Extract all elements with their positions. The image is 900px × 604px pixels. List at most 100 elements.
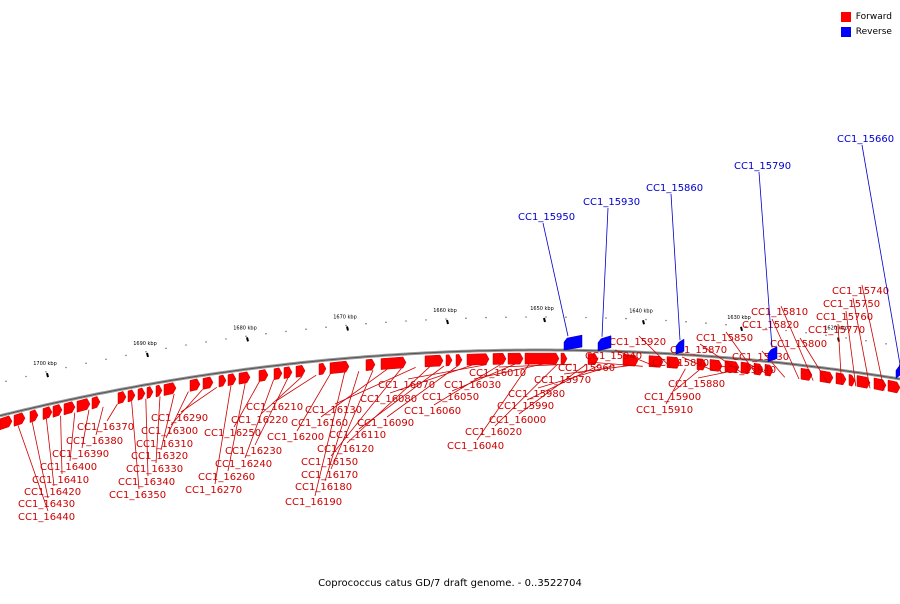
forward-gene-connector: [60, 415, 63, 475]
forward-gene-connector: [473, 363, 544, 380]
forward-gene-label: CC1_16000: [489, 415, 546, 426]
scale-tick: [146, 352, 149, 358]
forward-gene-label: CC1_16240: [215, 459, 272, 470]
forward-gene-label: CC1_15910: [636, 405, 693, 416]
forward-gene-label: CC1_15750: [823, 299, 880, 310]
legend-item-forward: Forward: [840, 9, 892, 24]
scale-dot: [65, 366, 67, 369]
forward-gene-label: CC1_16010: [469, 368, 526, 379]
reverse-gene-block: [895, 363, 900, 379]
forward-gene-connector: [451, 363, 516, 392]
forward-gene-connector: [799, 337, 828, 383]
forward-gene-block: [455, 354, 463, 366]
forward-gene-connector: [233, 381, 260, 428]
forward-gene-block: [380, 356, 407, 370]
reverse-gene-block: [563, 334, 583, 351]
forward-gene-block: [117, 391, 127, 405]
scale-label: 1620 kbp: [824, 326, 848, 332]
forward-gene-connector: [673, 369, 700, 392]
forward-gene-block: [492, 353, 507, 365]
reverse-gene-connector: [542, 222, 569, 337]
forward-gene-block: [189, 378, 201, 392]
forward-gene-label: CC1_16170: [301, 470, 358, 481]
forward-gene-label: CC1_16220: [231, 415, 288, 426]
scale-tick: [346, 326, 349, 331]
forward-swatch: [840, 11, 851, 22]
forward-gene-connector: [160, 393, 175, 451]
forward-gene-connector: [260, 376, 303, 415]
scale-dot: [765, 327, 767, 330]
forward-gene-label: CC1_15850: [696, 333, 753, 344]
forward-gene-connector: [358, 365, 445, 430]
scale-dot: [45, 371, 47, 373]
forward-gene-connector: [665, 368, 686, 405]
forward-gene-connector: [587, 361, 643, 367]
forward-gene-connector: [476, 363, 530, 441]
scale-dot: [785, 329, 787, 332]
forward-gene-block: [91, 396, 101, 410]
reverse-gene-connector: [601, 207, 609, 337]
forward-gene-connector: [314, 372, 345, 497]
forward-gene-connector: [346, 366, 431, 444]
scale-dot: [125, 354, 127, 357]
forward-gene-label: CC1_16250: [204, 428, 261, 439]
reverse-gene-label: CC1_15930: [583, 197, 640, 208]
forward-gene-block: [227, 373, 237, 387]
forward-gene-label: CC1_16090: [357, 418, 414, 429]
scale-dot: [85, 362, 87, 365]
forward-gene-block: [848, 373, 856, 387]
reverse-gene-block: [675, 338, 685, 355]
scale-label: 1660 kbp: [433, 308, 457, 314]
scale-label: 1670 kbp: [333, 314, 357, 320]
forward-gene-connector: [31, 422, 49, 499]
forward-gene-block: [13, 412, 26, 427]
scale-dot: [265, 332, 267, 335]
forward-gene-block: [155, 384, 163, 398]
scale-dot: [285, 330, 287, 333]
scale-dot: [305, 328, 307, 331]
forward-gene-block: [76, 398, 91, 413]
reverse-swatch: [840, 26, 851, 37]
forward-gene-block: [856, 375, 871, 389]
forward-gene-label: CC1_16110: [329, 430, 386, 441]
forward-gene-block: [283, 366, 293, 379]
reverse-gene-connector: [861, 144, 900, 365]
forward-gene-label: CC1_16080: [360, 394, 417, 405]
reverse-gene-connector: [758, 171, 773, 348]
genome-caption: Coprococcus catus GD/7 draft genome. - 0…: [318, 578, 582, 589]
scale-label: 1680 kbp: [233, 325, 257, 331]
forward-gene-label: CC1_16150: [301, 457, 358, 468]
forward-gene-block: [295, 365, 306, 378]
forward-gene-connector: [845, 310, 857, 387]
scale-dot: [605, 317, 607, 319]
forward-gene-connector: [771, 318, 800, 380]
reverse-gene-block: [767, 346, 778, 362]
forward-gene-label: CC1_15960: [558, 363, 615, 374]
forward-gene-connector: [69, 412, 76, 462]
scale-dot: [885, 343, 887, 345]
scale-tick: [740, 326, 743, 332]
forward-gene-label: CC1_16370: [77, 422, 134, 433]
legend: Forward Reverse: [840, 9, 892, 39]
scale-dot: [665, 319, 667, 322]
backbone-core: [0, 349, 900, 417]
scale-dot: [425, 319, 427, 321]
forward-gene-block: [709, 359, 723, 372]
forward-gene-label: CC1_15970: [534, 375, 591, 386]
scale-label: 1700 kbp: [33, 361, 57, 367]
forward-gene-connector: [244, 379, 274, 459]
forward-gene-label: CC1_16130: [305, 405, 362, 416]
scale-tick: [543, 317, 546, 323]
forward-gene-connector: [699, 343, 743, 374]
scale-tick: [46, 372, 49, 378]
scale-dot: [865, 339, 867, 342]
forward-gene-connector: [180, 386, 218, 413]
forward-gene-connector: [106, 403, 118, 422]
forward-gene-block: [238, 371, 251, 385]
forward-gene-label: CC1_15920: [609, 337, 666, 348]
forward-gene-label: CC1_15980: [508, 389, 565, 400]
forward-gene-label: CC1_16050: [422, 392, 479, 403]
scale-dot: [245, 335, 247, 338]
forward-gene-connector: [748, 363, 771, 377]
